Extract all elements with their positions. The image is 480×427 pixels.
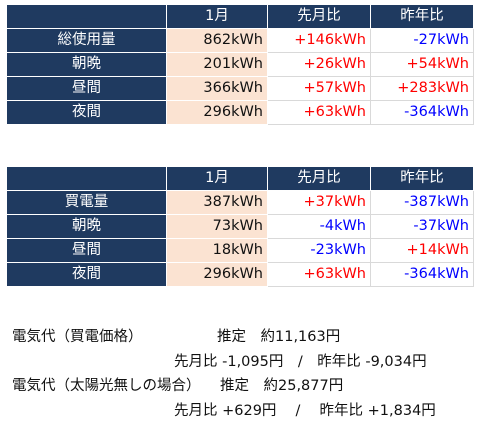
mom-value: +63kWh	[267, 262, 371, 287]
current-value: 296kWh	[166, 100, 268, 125]
header-year-over-year: 昨年比	[370, 4, 474, 29]
header-month-over-month: 先月比	[267, 166, 371, 191]
nosolar-cost-label: 電気代（太陽光無しの場合）	[12, 378, 201, 394]
mom-value: +63kWh	[267, 100, 371, 125]
current-value: 201kWh	[166, 52, 268, 77]
current-value: 73kWh	[166, 214, 268, 239]
header-month: 1月	[166, 4, 268, 29]
nosolar-cost-estimate: 推定 約25,877円	[220, 378, 344, 394]
row-label: 夜間	[6, 100, 167, 125]
mom-value: -4kWh	[267, 214, 371, 239]
yoy-value: -27kWh	[370, 28, 474, 53]
table-header-row: 1月 先月比 昨年比	[6, 166, 474, 191]
table-row: 昼間 366kWh +57kWh +283kWh	[6, 76, 474, 101]
row-label: 昼間	[6, 238, 167, 263]
current-value: 18kWh	[166, 238, 268, 263]
mom-value: +146kWh	[267, 28, 371, 53]
table-row: 昼間 18kWh -23kWh +14kWh	[6, 238, 474, 263]
yoy-value: +54kWh	[370, 52, 474, 77]
mom-value: +57kWh	[267, 76, 371, 101]
yoy-value: -364kWh	[370, 262, 474, 287]
row-label: 昼間	[6, 76, 167, 101]
row-label: 総使用量	[6, 28, 167, 53]
mom-value: +26kWh	[267, 52, 371, 77]
yoy-value: +283kWh	[370, 76, 474, 101]
header-corner	[6, 166, 167, 191]
yoy-value: +14kWh	[370, 238, 474, 263]
table-row: 朝晩 201kWh +26kWh +54kWh	[6, 52, 474, 77]
usage-table: 1月 先月比 昨年比 総使用量 862kWh +146kWh -27kWh 朝晩…	[6, 4, 474, 125]
header-corner	[6, 4, 167, 29]
purchase-cost-compare: 先月比 -1,095円 / 昨年比 -9,034円	[174, 353, 427, 370]
purchase-cost-estimate: 推定 約11,163円	[217, 329, 341, 345]
header-month: 1月	[166, 166, 268, 191]
current-value: 296kWh	[166, 262, 268, 287]
table-row: 朝晩 73kWh -4kWh -37kWh	[6, 214, 474, 239]
mom-value: +37kWh	[267, 190, 371, 215]
table-row: 夜間 296kWh +63kWh -364kWh	[6, 100, 474, 125]
current-value: 366kWh	[166, 76, 268, 101]
yoy-value: -387kWh	[370, 190, 474, 215]
row-label: 朝晩	[6, 214, 167, 239]
current-value: 862kWh	[166, 28, 268, 53]
yoy-value: -364kWh	[370, 100, 474, 125]
table-row: 夜間 296kWh +63kWh -364kWh	[6, 262, 474, 287]
current-value: 387kWh	[166, 190, 268, 215]
purchase-table: 1月 先月比 昨年比 買電量 387kWh +37kWh -387kWh 朝晩 …	[6, 166, 474, 287]
table-header-row: 1月 先月比 昨年比	[6, 4, 474, 29]
yoy-value: -37kWh	[370, 214, 474, 239]
row-label: 夜間	[6, 262, 167, 287]
table-row: 買電量 387kWh +37kWh -387kWh	[6, 190, 474, 215]
row-label: 買電量	[6, 190, 167, 215]
nosolar-cost-compare: 先月比 +629円 / 昨年比 +1,834円	[174, 402, 436, 419]
row-label: 朝晩	[6, 52, 167, 77]
table-row: 総使用量 862kWh +146kWh -27kWh	[6, 28, 474, 53]
header-year-over-year: 昨年比	[370, 166, 474, 191]
mom-value: -23kWh	[267, 238, 371, 263]
header-month-over-month: 先月比	[267, 4, 371, 29]
purchase-cost-label: 電気代（買電価格）	[12, 329, 143, 345]
